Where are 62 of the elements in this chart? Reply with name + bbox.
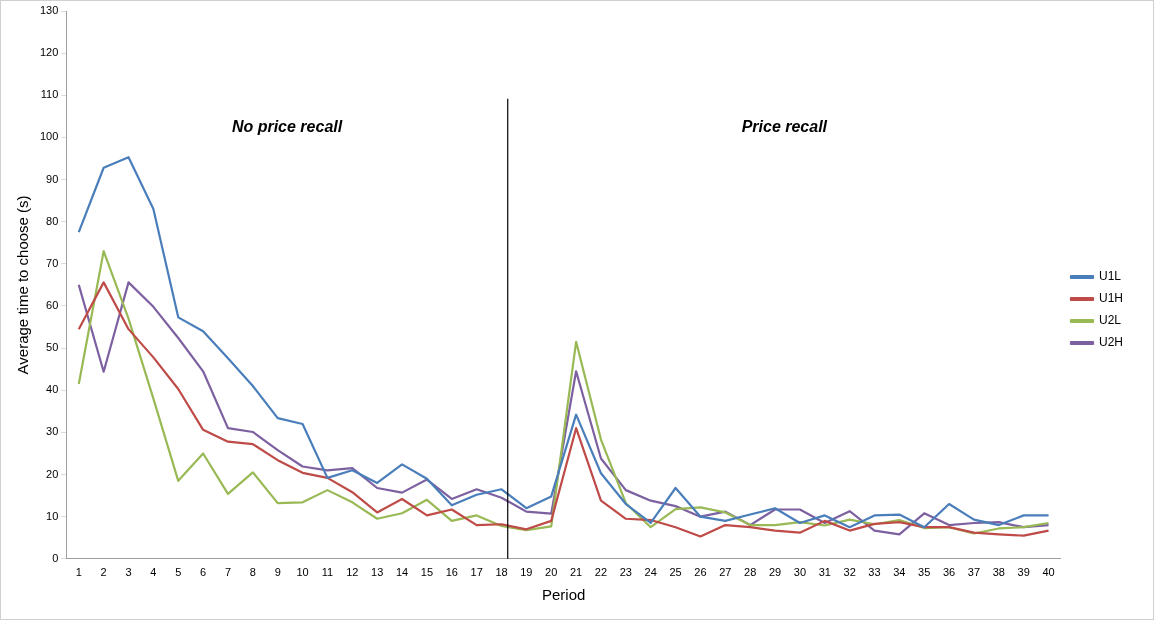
x-tick-label: 31: [818, 566, 831, 579]
x-tick-label: 30: [793, 566, 807, 579]
y-tick-label: 70: [46, 256, 59, 269]
y-tick-label: 90: [46, 172, 59, 185]
x-tick-label: 15: [420, 566, 434, 579]
legend-label: U1L: [1098, 269, 1122, 284]
y-tick-label: 40: [46, 383, 59, 396]
x-tick-label: 28: [744, 566, 757, 579]
x-tick-label: 6: [200, 566, 207, 579]
x-tick-label: 16: [445, 566, 458, 579]
y-tick-label: 50: [46, 341, 59, 354]
x-tick-label: 1: [75, 566, 82, 579]
y-tick-label: 110: [40, 88, 59, 101]
x-tick-label: 36: [942, 566, 956, 579]
x-tick-label: 5: [175, 566, 182, 579]
y-tick-label: 0: [52, 551, 59, 564]
annotation: Price recall: [741, 117, 828, 135]
x-tick-label: 40: [1042, 566, 1055, 579]
x-tick-label: 17: [470, 566, 483, 579]
y-tick-label: 130: [39, 4, 59, 17]
x-tick-label: 22: [594, 566, 608, 579]
x-tick-label: 10: [296, 566, 309, 579]
x-tick-label: 25: [669, 566, 682, 579]
y-tick-label: 120: [39, 46, 59, 59]
x-tick-label: 33: [868, 566, 881, 579]
x-tick-label: 26: [694, 566, 707, 579]
y-axis-title: Average time to choose (s): [14, 195, 32, 375]
x-tick-label: 9: [274, 566, 281, 579]
x-tick-label: 35: [918, 566, 931, 579]
x-tick-label: 14: [395, 566, 409, 579]
x-tick-label: 38: [992, 566, 1005, 579]
x-tick-label: 13: [371, 566, 384, 579]
x-tick-label: 34: [893, 566, 906, 579]
y-tick-label: 30: [46, 425, 59, 438]
x-tick-label: 24: [644, 566, 657, 579]
x-tick-label: 4: [150, 566, 157, 579]
legend-label: U1H: [1098, 291, 1124, 306]
x-tick-label: 11: [321, 566, 334, 579]
y-tick-label: 10: [46, 509, 59, 522]
x-tick-label: 18: [495, 566, 508, 579]
x-tick-label: 23: [619, 566, 632, 579]
y-tick-label: 60: [46, 299, 59, 311]
annotation: No price recall: [231, 117, 343, 135]
legend-label: U2H: [1098, 335, 1124, 350]
y-tick-label: 20: [46, 467, 59, 480]
y-tick-label: 80: [46, 214, 59, 227]
x-tick-label: 29: [768, 566, 782, 579]
x-tick-label: 20: [545, 566, 558, 579]
y-tick-label: 100: [39, 130, 59, 143]
x-tick-label: 27: [719, 566, 732, 579]
x-axis-title: Period: [541, 586, 586, 604]
x-tick-label: 8: [249, 566, 256, 579]
x-tick-label: 39: [1017, 566, 1030, 579]
x-tick-label: 7: [224, 566, 232, 579]
x-tick-label: 19: [520, 566, 533, 579]
x-tick-label: 2: [100, 566, 107, 579]
x-tick-label: 3: [125, 566, 132, 579]
legend-label: U2L: [1098, 313, 1122, 328]
x-tick-label: 21: [569, 566, 583, 579]
x-tick-label: 32: [843, 566, 856, 579]
x-tick-label: 12: [346, 566, 359, 579]
x-tick-label: 37: [967, 566, 981, 579]
